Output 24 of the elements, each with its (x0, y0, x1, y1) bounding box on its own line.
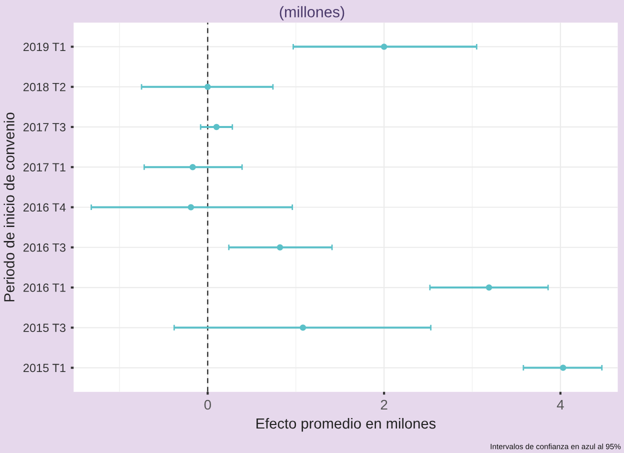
y-tick-label: 2017 T3 (23, 123, 66, 132)
y-tick-label: 2019 T1 (23, 42, 66, 52)
point (204, 84, 211, 90)
chart-title: (millones) (280, 6, 344, 20)
point (486, 284, 492, 291)
x-tick-label: 4 (556, 400, 564, 410)
x-axis-title: Efecto promedio en milones (256, 418, 436, 432)
y-axis-title: Periodo de inicio de convenio (4, 112, 14, 302)
y-tick-label: 2017 T1 (23, 163, 66, 172)
x-tick-label: 2 (380, 400, 388, 410)
point (560, 364, 566, 371)
y-tick-label: 2015 T3 (23, 324, 66, 332)
y-tick-label: 2016 T4 (23, 203, 66, 212)
y-tick-label: 2016 T3 (23, 243, 66, 252)
y-tick-label: 2016 T1 (23, 284, 66, 292)
x-tick-label: 0 (204, 400, 211, 410)
point (213, 124, 220, 130)
y-tick-label: 2015 T1 (23, 364, 66, 372)
point (190, 164, 196, 170)
point (380, 44, 388, 50)
point (276, 244, 284, 251)
point (300, 324, 306, 331)
point (188, 204, 194, 210)
y-tick-label: 2018 T2 (23, 82, 66, 92)
